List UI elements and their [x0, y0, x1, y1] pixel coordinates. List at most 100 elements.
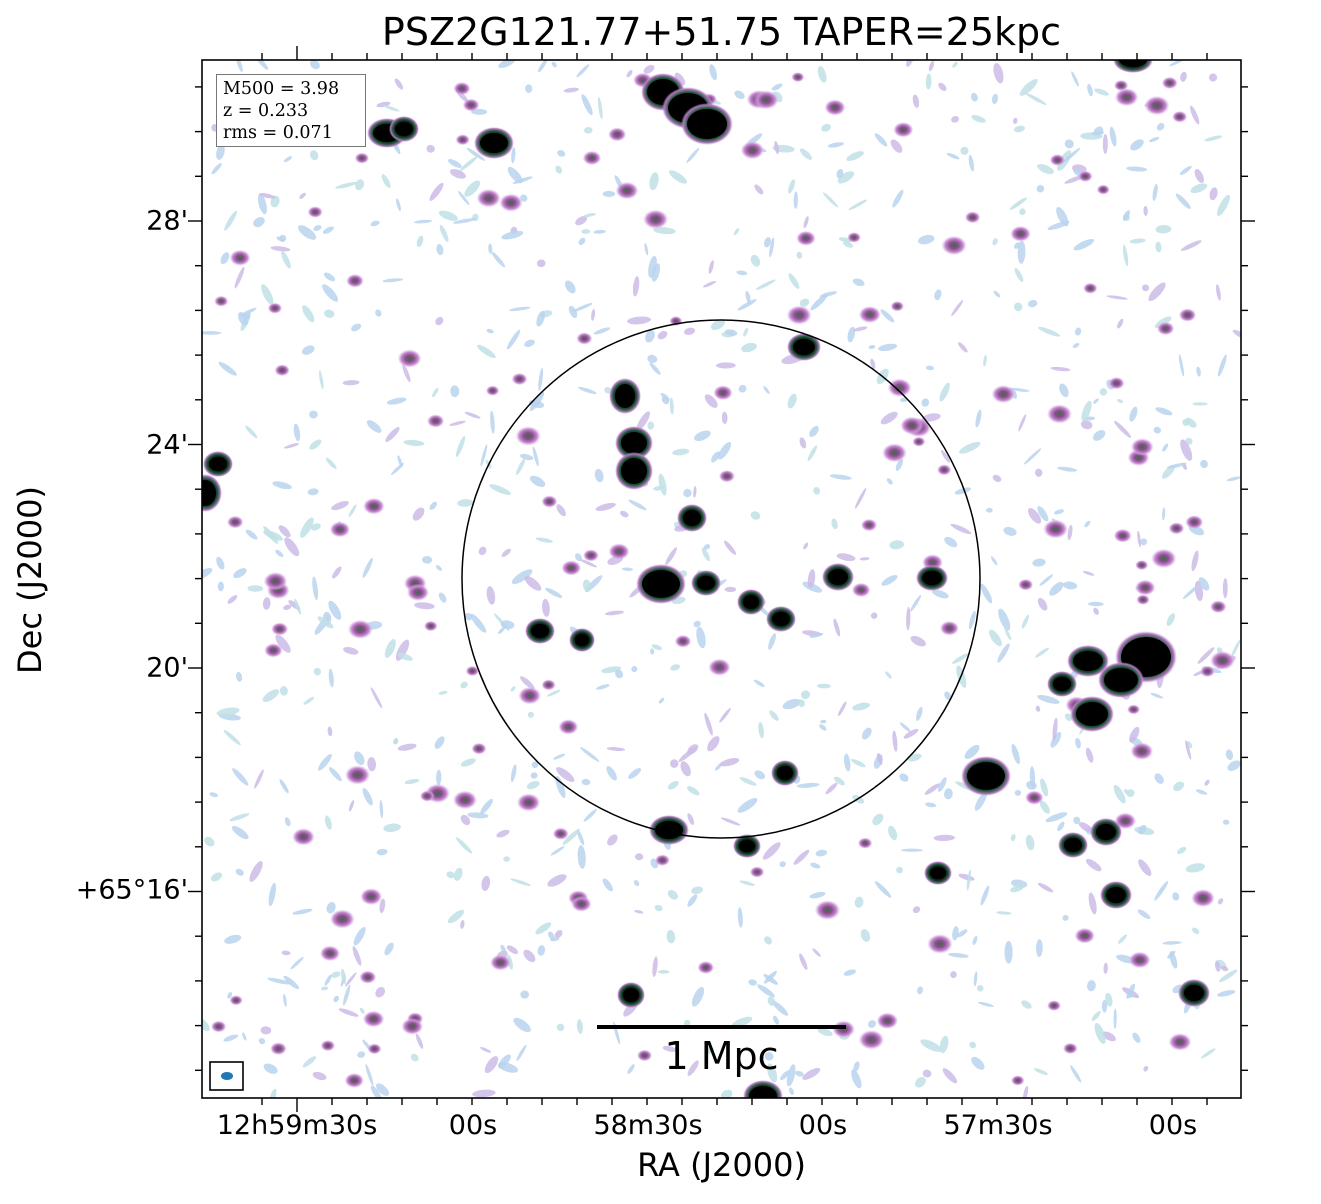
faint-source — [1134, 579, 1156, 596]
noise-blob — [341, 968, 346, 985]
noise-blob — [720, 1089, 733, 1098]
noise-blob — [733, 228, 740, 236]
noise-blob — [743, 327, 749, 337]
faint-source — [576, 332, 593, 345]
noise-blob — [753, 679, 765, 688]
faint-source — [485, 385, 500, 396]
noise-blob — [1018, 414, 1027, 432]
faint-source — [1172, 110, 1188, 123]
noise-blob — [379, 799, 384, 819]
noise-blob — [501, 548, 511, 557]
noise-blob — [837, 171, 855, 184]
noise-blob — [309, 410, 318, 419]
noise-blob — [297, 225, 317, 240]
noise-blob — [874, 881, 892, 898]
noise-blob — [788, 273, 800, 289]
noise-blob — [577, 845, 586, 869]
faint-source — [270, 1042, 287, 1056]
faint-source — [210, 1020, 227, 1033]
noise-blob — [633, 880, 640, 887]
faint-source — [1018, 578, 1034, 591]
noise-blob — [626, 70, 633, 78]
noise-blob — [774, 141, 780, 155]
noise-blob — [498, 626, 506, 635]
x-tick-label: 58m30s — [593, 1110, 703, 1141]
noise-blob — [466, 147, 486, 161]
noise-blob — [980, 885, 990, 906]
noise-blob — [1073, 239, 1095, 251]
noise-blob — [1219, 969, 1238, 983]
noise-blob — [1217, 194, 1230, 216]
noise-blob — [802, 1067, 821, 1080]
faint-source — [860, 518, 878, 532]
noise-blob — [807, 569, 816, 589]
faint-source — [1178, 308, 1197, 322]
noise-blob — [353, 926, 366, 946]
noise-blob — [1013, 117, 1018, 124]
radio-source — [922, 571, 942, 585]
noise-blob — [322, 226, 334, 234]
noise-blob — [1208, 73, 1218, 82]
noise-blob — [459, 156, 478, 171]
noise-blob — [307, 488, 319, 496]
radio-source — [1106, 887, 1126, 903]
noise-blob — [449, 169, 466, 179]
noise-blob — [1049, 581, 1064, 596]
faint-source — [1136, 594, 1150, 605]
noise-blob — [436, 769, 442, 786]
noise-blob — [1204, 779, 1210, 786]
noise-blob — [557, 150, 566, 157]
noise-blob — [916, 706, 923, 722]
noise-blob — [993, 63, 1004, 84]
noise-blob — [455, 435, 466, 457]
noise-blob — [457, 499, 474, 507]
noise-blob — [1209, 187, 1218, 201]
noise-blob — [1152, 183, 1158, 201]
noise-blob — [1093, 607, 1099, 615]
noise-blob — [874, 133, 888, 147]
beam-marker — [209, 1061, 244, 1091]
noise-blob — [480, 798, 493, 815]
noise-blob — [606, 766, 617, 781]
noise-blob — [235, 60, 243, 73]
noise-blob — [653, 226, 676, 235]
faint-source — [541, 679, 556, 691]
cluster-info-box: M500 = 3.98 z = 0.233 rms = 0.071 — [216, 74, 366, 147]
radio-source — [739, 840, 755, 852]
noise-blob — [232, 768, 249, 786]
noise-blob — [889, 540, 905, 550]
noise-blob — [572, 303, 593, 312]
faint-source — [515, 426, 542, 446]
noise-blob — [932, 589, 949, 599]
noise-blob — [233, 568, 247, 579]
noise-blob — [384, 942, 394, 956]
noise-blob — [1032, 558, 1046, 567]
noise-blob — [263, 1063, 278, 1074]
noise-blob — [279, 686, 288, 696]
noise-blob — [643, 64, 655, 74]
noise-blob — [812, 948, 821, 957]
noise-blob — [283, 975, 300, 990]
noise-blob — [1215, 961, 1221, 972]
noise-blob — [249, 861, 263, 882]
noise-blob — [667, 889, 678, 900]
noise-blob — [1185, 740, 1192, 760]
noise-blob — [737, 907, 743, 928]
noise-blob — [1132, 1032, 1141, 1043]
noise-blob — [654, 904, 663, 912]
noise-blob — [964, 744, 980, 759]
noise-blob — [515, 458, 526, 476]
noise-blob — [397, 455, 403, 468]
noise-blob — [1013, 125, 1025, 133]
noise-blob — [606, 747, 626, 752]
noise-blob — [460, 758, 476, 767]
noise-blob — [422, 555, 433, 564]
noise-blob — [944, 788, 953, 800]
noise-blob — [435, 565, 442, 571]
noise-blob — [851, 1069, 862, 1089]
noise-blob — [787, 393, 797, 409]
noise-blob — [524, 339, 535, 347]
noise-blob — [1092, 429, 1106, 441]
noise-blob — [803, 542, 809, 550]
noise-blob — [1222, 578, 1228, 599]
